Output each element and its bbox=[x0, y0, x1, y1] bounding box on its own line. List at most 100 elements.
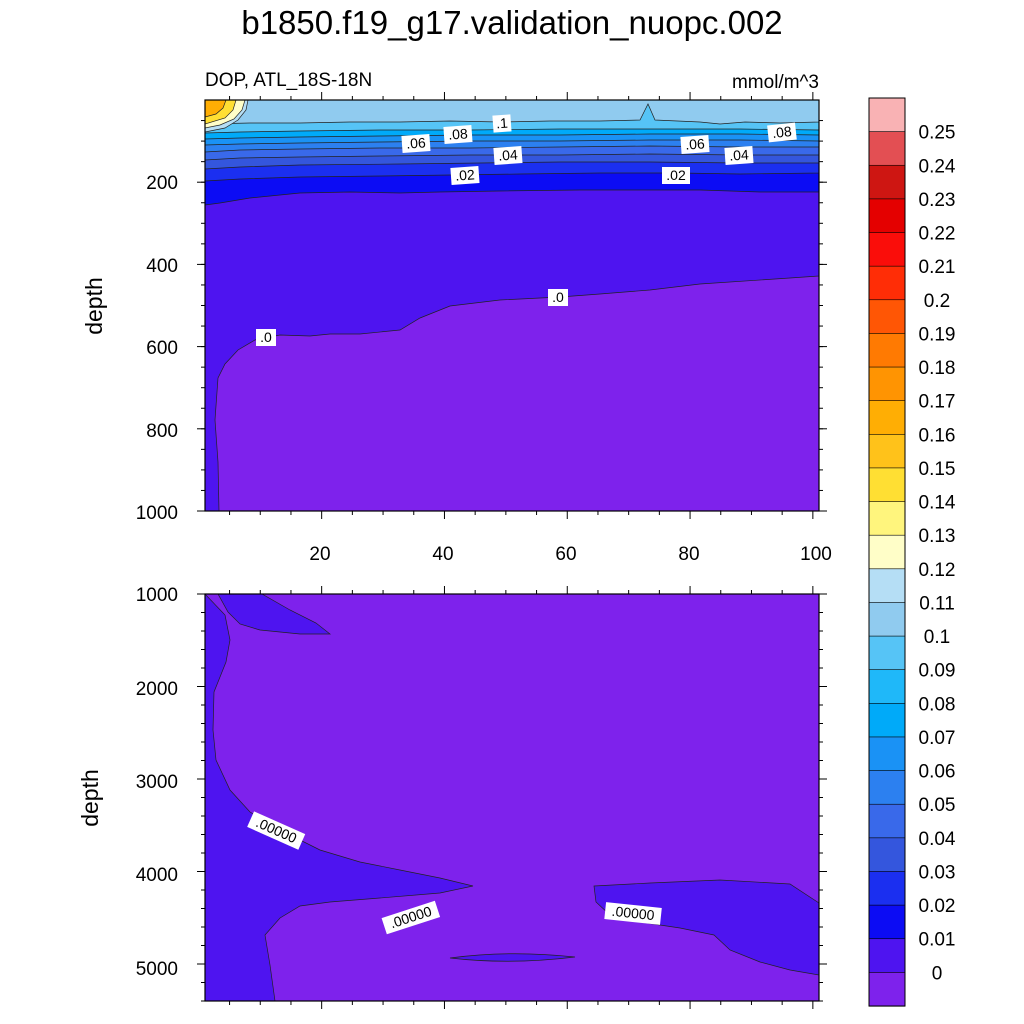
colorbar-swatch bbox=[868, 299, 906, 335]
top-contour-labels: .1 .08 .06 .04 .02 .08 bbox=[256, 114, 797, 346]
colorbar-swatch bbox=[868, 467, 906, 503]
colorbar-label: 0.14 bbox=[919, 493, 956, 514]
colorbar-label: 0.05 bbox=[919, 795, 956, 816]
colorbar-label: 0.08 bbox=[919, 694, 956, 715]
colorbar-swatch bbox=[868, 938, 906, 973]
top-panel: DOP, ATL_18S-18N mmol/m^3 20 40 60 80 bbox=[81, 70, 832, 565]
colorbar-swatch bbox=[868, 265, 906, 301]
top-fill-0.16 bbox=[205, 100, 227, 118]
top-y-tick-label: 600 bbox=[146, 338, 178, 359]
svg-text:.1: .1 bbox=[496, 115, 509, 132]
colorbar-label: 0.15 bbox=[919, 459, 956, 480]
top-x-tick-label: 40 bbox=[432, 544, 453, 565]
colorbar-swatch bbox=[868, 333, 906, 368]
colorbar-label: 0.07 bbox=[919, 728, 956, 749]
top-x-tick-label: 100 bbox=[800, 544, 832, 565]
contour-label: .02 bbox=[450, 166, 480, 185]
colorbar-label: 0.16 bbox=[919, 425, 956, 446]
colorbar-swatch bbox=[868, 635, 906, 671]
colorbar-label: 0.02 bbox=[919, 896, 956, 917]
colorbar-swatch bbox=[868, 837, 906, 873]
contour-label: .00000 bbox=[604, 902, 662, 925]
bottom-y-tick-label: 3000 bbox=[136, 772, 178, 793]
contour-label: .1 bbox=[492, 114, 512, 133]
colorbar-swatch bbox=[868, 97, 906, 133]
bottom-y-tick-label: 1000 bbox=[136, 585, 178, 606]
colorbar-label: 0.2 bbox=[924, 291, 950, 312]
contour-label: .06 bbox=[680, 135, 710, 154]
colorbar: 0.25 0.24 0.23 0.22 0.21 0.2 0.19 0.18 0.17 0.16 0… bbox=[868, 97, 956, 1007]
svg-text:.08: .08 bbox=[771, 123, 792, 141]
contour-label: .02 bbox=[662, 167, 690, 184]
svg-text:.02: .02 bbox=[455, 166, 476, 183]
svg-text:.06: .06 bbox=[685, 135, 706, 152]
colorbar-label: 0.1 bbox=[924, 627, 950, 648]
colorbar-label: 0.25 bbox=[919, 123, 956, 144]
top-contour-fill bbox=[205, 100, 819, 511]
contour-label: .08 bbox=[767, 122, 797, 143]
figure-title: b1850.f19_g17.validation_nuopc.002 bbox=[241, 4, 783, 41]
svg-text:.08: .08 bbox=[448, 125, 469, 142]
colorbar-label: 0.06 bbox=[919, 762, 956, 783]
top-subtitle-left: DOP, ATL_18S-18N bbox=[205, 70, 372, 91]
bottom-contour-fill bbox=[205, 594, 819, 1001]
colorbar-swatch bbox=[868, 232, 906, 267]
colorbar-label: 0 bbox=[932, 963, 943, 984]
bottom-y-tick-label: 5000 bbox=[136, 959, 178, 980]
top-x-tick-label: 80 bbox=[678, 544, 699, 565]
colorbar-label: 0.12 bbox=[919, 560, 956, 581]
bottom-y-axis-label: depth bbox=[77, 769, 103, 827]
top-subtitle-right: mmol/m^3 bbox=[732, 72, 819, 93]
colorbar-swatches bbox=[868, 97, 906, 1007]
colorbar-swatch bbox=[868, 433, 906, 469]
top-x-tick-label: 60 bbox=[555, 544, 576, 565]
colorbar-swatch bbox=[868, 400, 906, 435]
colorbar-label: 0.01 bbox=[919, 930, 956, 951]
colorbar-swatch bbox=[868, 803, 906, 839]
bottom-axis-ticks bbox=[197, 586, 827, 1009]
colorbar-label: 0.04 bbox=[919, 829, 956, 850]
top-x-tick-label: 20 bbox=[309, 544, 330, 565]
colorbar-label: 0.03 bbox=[919, 862, 956, 883]
top-y-tick-label: 800 bbox=[146, 421, 178, 442]
contour-label: .08 bbox=[443, 125, 473, 144]
bottom-panel: 1000 2000 3000 4000 5000 depth .00000 .0… bbox=[77, 585, 827, 1009]
colorbar-label: 0.11 bbox=[919, 593, 955, 614]
colorbar-label: 0.09 bbox=[919, 661, 956, 682]
colorbar-swatch bbox=[868, 736, 906, 772]
colorbar-label: 0.24 bbox=[919, 156, 956, 177]
bottom-fill-0.01-topblob bbox=[217, 594, 332, 635]
svg-text:.00000: .00000 bbox=[611, 903, 655, 923]
colorbar-swatch bbox=[868, 534, 906, 570]
colorbar-label: 0.19 bbox=[919, 324, 956, 345]
colorbar-label: 0.18 bbox=[919, 358, 956, 379]
top-y-tick-label: 200 bbox=[146, 173, 178, 194]
top-y-tick-label: 1000 bbox=[136, 503, 178, 524]
colorbar-label: 0.21 bbox=[919, 257, 956, 278]
colorbar-swatch bbox=[868, 904, 906, 940]
bottom-fill-0.01-left bbox=[205, 594, 474, 1001]
svg-text:.0: .0 bbox=[552, 289, 564, 305]
colorbar-swatch bbox=[868, 972, 906, 1007]
colorbar-swatch bbox=[868, 568, 906, 604]
contour-label: .04 bbox=[493, 146, 523, 165]
colorbar-swatch bbox=[868, 366, 906, 402]
colorbar-labels: 0.25 0.24 0.23 0.22 0.21 0.2 0.19 0.18 0.17 0.16 0… bbox=[919, 123, 956, 985]
top-fill-0.01 bbox=[205, 100, 819, 511]
colorbar-swatch bbox=[868, 669, 906, 704]
colorbar-swatch bbox=[868, 770, 906, 805]
colorbar-label: 0.22 bbox=[919, 224, 956, 245]
colorbar-swatch bbox=[868, 871, 906, 906]
svg-text:.04: .04 bbox=[498, 146, 519, 163]
colorbar-swatch bbox=[868, 703, 906, 738]
top-axis-ticks bbox=[197, 92, 827, 519]
top-fill-0.1 bbox=[205, 100, 819, 125]
svg-text:.0: .0 bbox=[260, 329, 272, 345]
svg-text:.06: .06 bbox=[406, 134, 427, 151]
colorbar-label: 0.23 bbox=[919, 190, 956, 211]
svg-text:.04: .04 bbox=[729, 146, 750, 163]
contour-label: .0 bbox=[548, 289, 568, 306]
colorbar-swatch bbox=[868, 602, 906, 637]
colorbar-swatch bbox=[868, 164, 906, 200]
top-tick-labels: 20 40 60 80 100 200 400 600 800 1000 bbox=[136, 173, 832, 565]
